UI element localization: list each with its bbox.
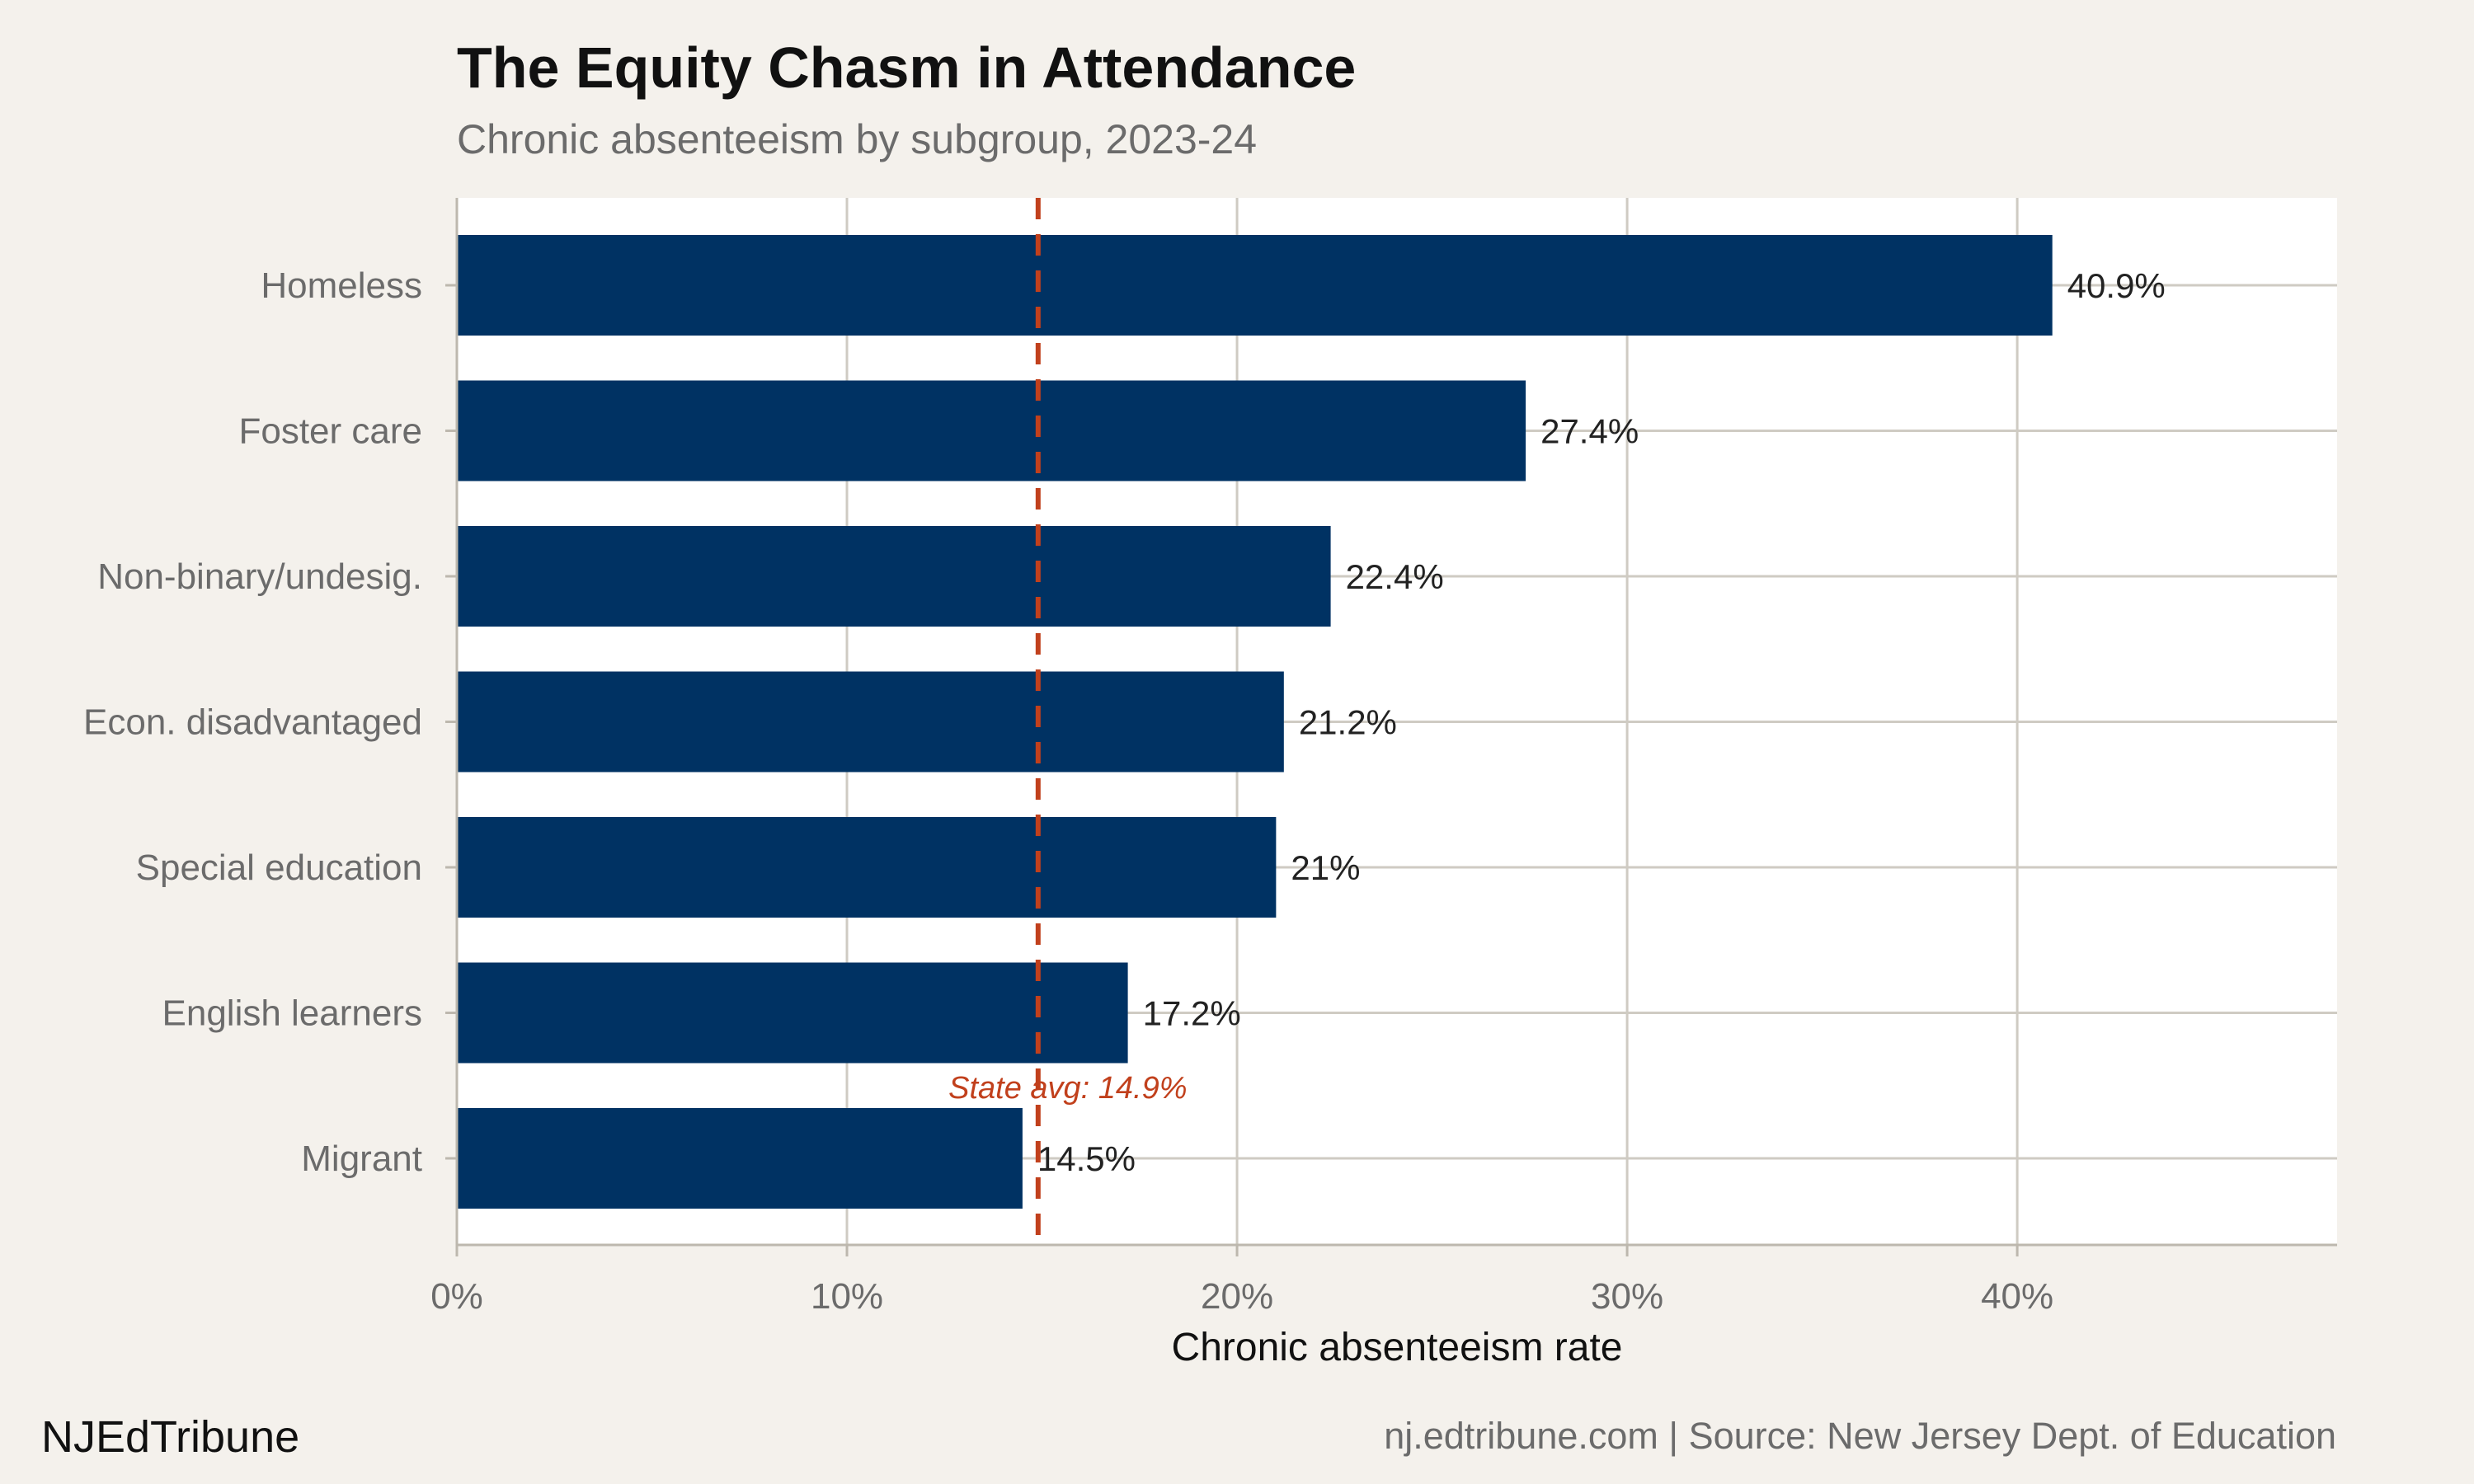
value-label: 40.9% — [2067, 266, 2166, 305]
bar — [457, 235, 2053, 336]
category-label: Non-binary/undesig. — [97, 556, 422, 597]
value-label: 21.2% — [1299, 703, 1397, 742]
bar — [457, 671, 1284, 773]
bar — [457, 380, 1526, 481]
value-label: 27.4% — [1540, 412, 1639, 451]
brand-logo-text: NJEdTribune — [41, 1412, 300, 1462]
value-label: 22.4% — [1346, 557, 1444, 596]
x-tick-label: 40% — [1981, 1276, 2053, 1317]
category-label: Special education — [136, 848, 422, 888]
labels-layer: 0% 10% 20% 30% 40% Homeless 40.9% Foster care 27… — [83, 265, 2166, 1317]
bar — [457, 817, 1277, 918]
category-label: English learners — [162, 993, 423, 1034]
bar — [457, 526, 1331, 627]
bar — [457, 962, 1128, 1064]
source-credit: nj.edtribune.com | Source: New Jersey De… — [1384, 1415, 2336, 1457]
value-label: 17.2% — [1143, 994, 1241, 1033]
category-label: Homeless — [261, 265, 422, 306]
bars-layer — [457, 235, 2053, 1209]
state-average-annotation: State avg: 14.9% — [948, 1071, 1187, 1106]
x-tick-label: 10% — [811, 1276, 883, 1317]
category-label: Econ. disadvantaged — [83, 702, 422, 743]
bar — [457, 1108, 1023, 1209]
chart-subtitle: Chronic absenteeism by subgroup, 2023-24 — [457, 116, 1258, 162]
x-axis-title: Chronic absenteeism rate — [1172, 1326, 1623, 1369]
category-label: Foster care — [238, 411, 422, 452]
x-tick-label: 20% — [1201, 1276, 1273, 1317]
chart-title: The Equity Chasm in Attendance — [457, 35, 1357, 100]
category-label: Migrant — [301, 1139, 422, 1179]
value-label: 21% — [1291, 848, 1360, 887]
x-tick-label: 30% — [1591, 1276, 1663, 1317]
value-label: 14.5% — [1037, 1139, 1136, 1178]
x-tick-label: 0% — [430, 1276, 483, 1317]
